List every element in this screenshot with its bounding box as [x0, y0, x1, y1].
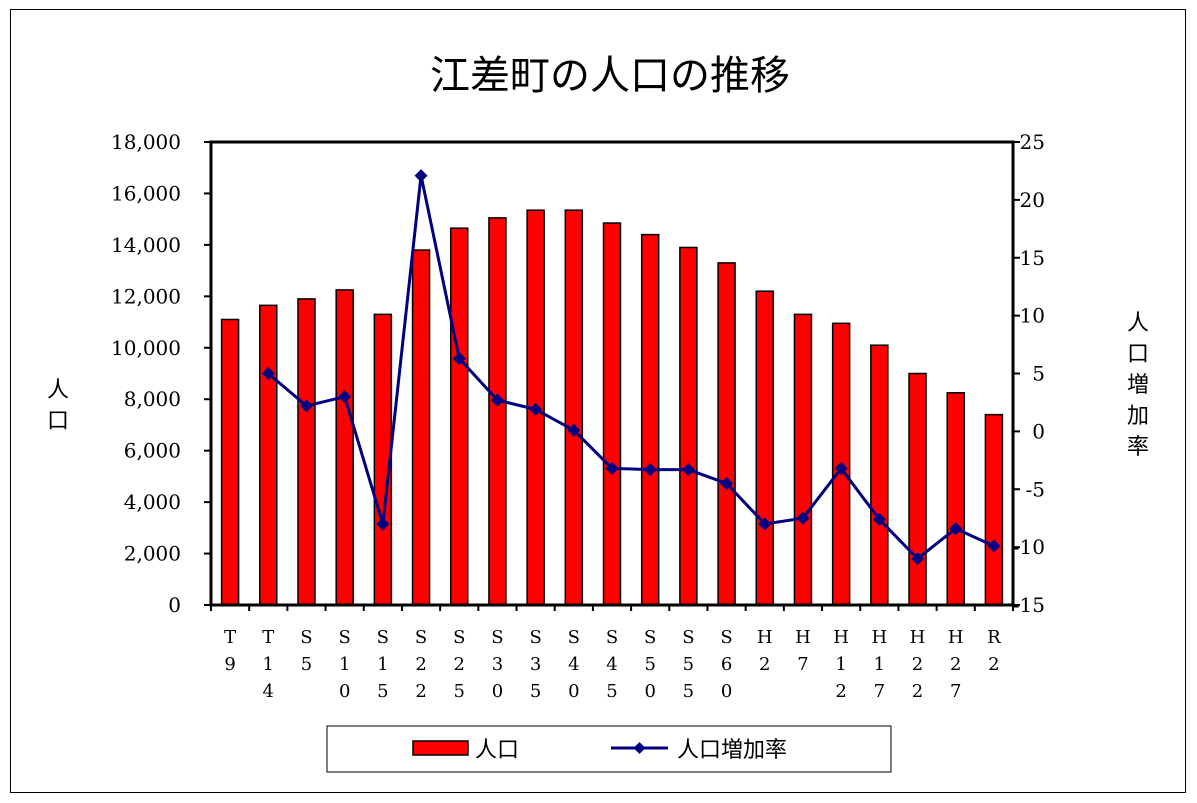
- growth-rate-line: [267, 174, 995, 561]
- right-axis-ticks: -15 -10 -5 0 5 10 15 20 25: [1013, 130, 1045, 617]
- bar-S22: [411, 249, 431, 606]
- bar-S45: [602, 222, 622, 606]
- legend: 人口 人口増加率: [326, 725, 892, 773]
- right-tick-label: 10: [1020, 304, 1045, 328]
- legend-label-growth-rate: 人口増加率: [677, 738, 787, 763]
- growth-rate-point-S45: [605, 461, 619, 475]
- left-tick-label: 6,000: [124, 439, 181, 463]
- growth-rate-point-S55: [681, 463, 695, 477]
- growth-rate-point-S50: [643, 463, 657, 477]
- right-tick-label: 0: [1032, 419, 1045, 443]
- bar-series-population: [220, 209, 1004, 606]
- bar-H22: [908, 372, 927, 606]
- line-series-growth-rate: [261, 169, 1001, 566]
- growth-rate-point-H27: [949, 522, 963, 536]
- bar-T14: [259, 304, 278, 606]
- left-axis-ticks: 0 2,000 4,000 6,000 8,000 10,000 12,000 14,000 1…: [111, 130, 211, 617]
- growth-rate-point-H17: [872, 512, 886, 526]
- bar-R2: [984, 413, 1004, 606]
- right-tick-label: -10: [1013, 535, 1045, 559]
- growth-rate-point-H22: [911, 552, 925, 566]
- left-tick-label: 10,000: [111, 336, 181, 360]
- bar-T9: [220, 318, 240, 606]
- growth-rate-point-S10: [338, 390, 352, 404]
- growth-rate-point-S35: [529, 402, 543, 416]
- left-tick-label: 12,000: [111, 284, 181, 308]
- bar-H27: [946, 392, 965, 606]
- growth-rate-point-S30: [490, 393, 504, 407]
- chart-title: 江差町の人口の推移: [430, 53, 790, 99]
- left-tick-label: 16,000: [111, 181, 181, 205]
- right-axis-label: 人口増加率: [1127, 311, 1149, 460]
- legend-label-population: 人口: [475, 738, 519, 763]
- legend-swatch-population: [412, 740, 469, 756]
- bar-S10: [335, 289, 354, 606]
- left-tick-label: 14,000: [111, 233, 181, 257]
- right-tick-label: -15: [1013, 593, 1045, 617]
- growth-rate-point-S40: [567, 423, 581, 437]
- growth-rate-point-H7: [796, 511, 810, 525]
- bar-S55: [679, 246, 698, 606]
- growth-rate-point-S25: [452, 351, 466, 365]
- growth-rate-point-H12: [834, 461, 848, 475]
- bar-S30: [488, 217, 507, 606]
- growth-rate-point-T14: [261, 367, 275, 380]
- right-tick-label: 15: [1020, 246, 1045, 270]
- category-labels: T 9 T 1 4 S 5 S 1 0 S 1 5 S 2 2 S 2 5 S 3 0 S 3 5 S 4 0 S 4 5 S 5 0 S 5 5 S 6 0…: [210, 605, 1014, 702]
- left-tick-label: 8,000: [124, 387, 181, 411]
- growth-rate-point-H2: [758, 517, 772, 531]
- left-axis-label: 人口: [47, 378, 69, 434]
- chart-frame: [10, 9, 1186, 793]
- growth-rate-point-S22: [414, 169, 428, 183]
- bar-H7: [793, 313, 813, 606]
- left-tick-label: 2,000: [124, 542, 181, 566]
- bar-S40: [564, 209, 584, 606]
- bar-S60: [717, 262, 736, 606]
- right-tick-label: 25: [1020, 130, 1045, 154]
- growth-rate-point-S5: [299, 399, 313, 413]
- right-tick-label: 20: [1020, 188, 1045, 212]
- legend-swatch-growth-marker: [633, 742, 646, 754]
- growth-rate-point-S60: [720, 476, 734, 490]
- legend-box: [326, 725, 892, 773]
- bar-H2: [755, 290, 775, 606]
- right-tick-label: -5: [1026, 477, 1045, 501]
- bar-H17: [870, 344, 889, 606]
- bar-S5: [297, 298, 316, 606]
- growth-rate-point-R2: [987, 539, 1001, 553]
- left-tick-label: 0: [168, 593, 181, 617]
- right-tick-label: 5: [1032, 362, 1045, 386]
- bar-S50: [640, 233, 660, 606]
- bar-S25: [449, 227, 469, 606]
- growth-rate-point-S15: [376, 517, 390, 531]
- left-tick-label: 18,000: [111, 130, 181, 154]
- left-tick-label: 4,000: [124, 490, 181, 514]
